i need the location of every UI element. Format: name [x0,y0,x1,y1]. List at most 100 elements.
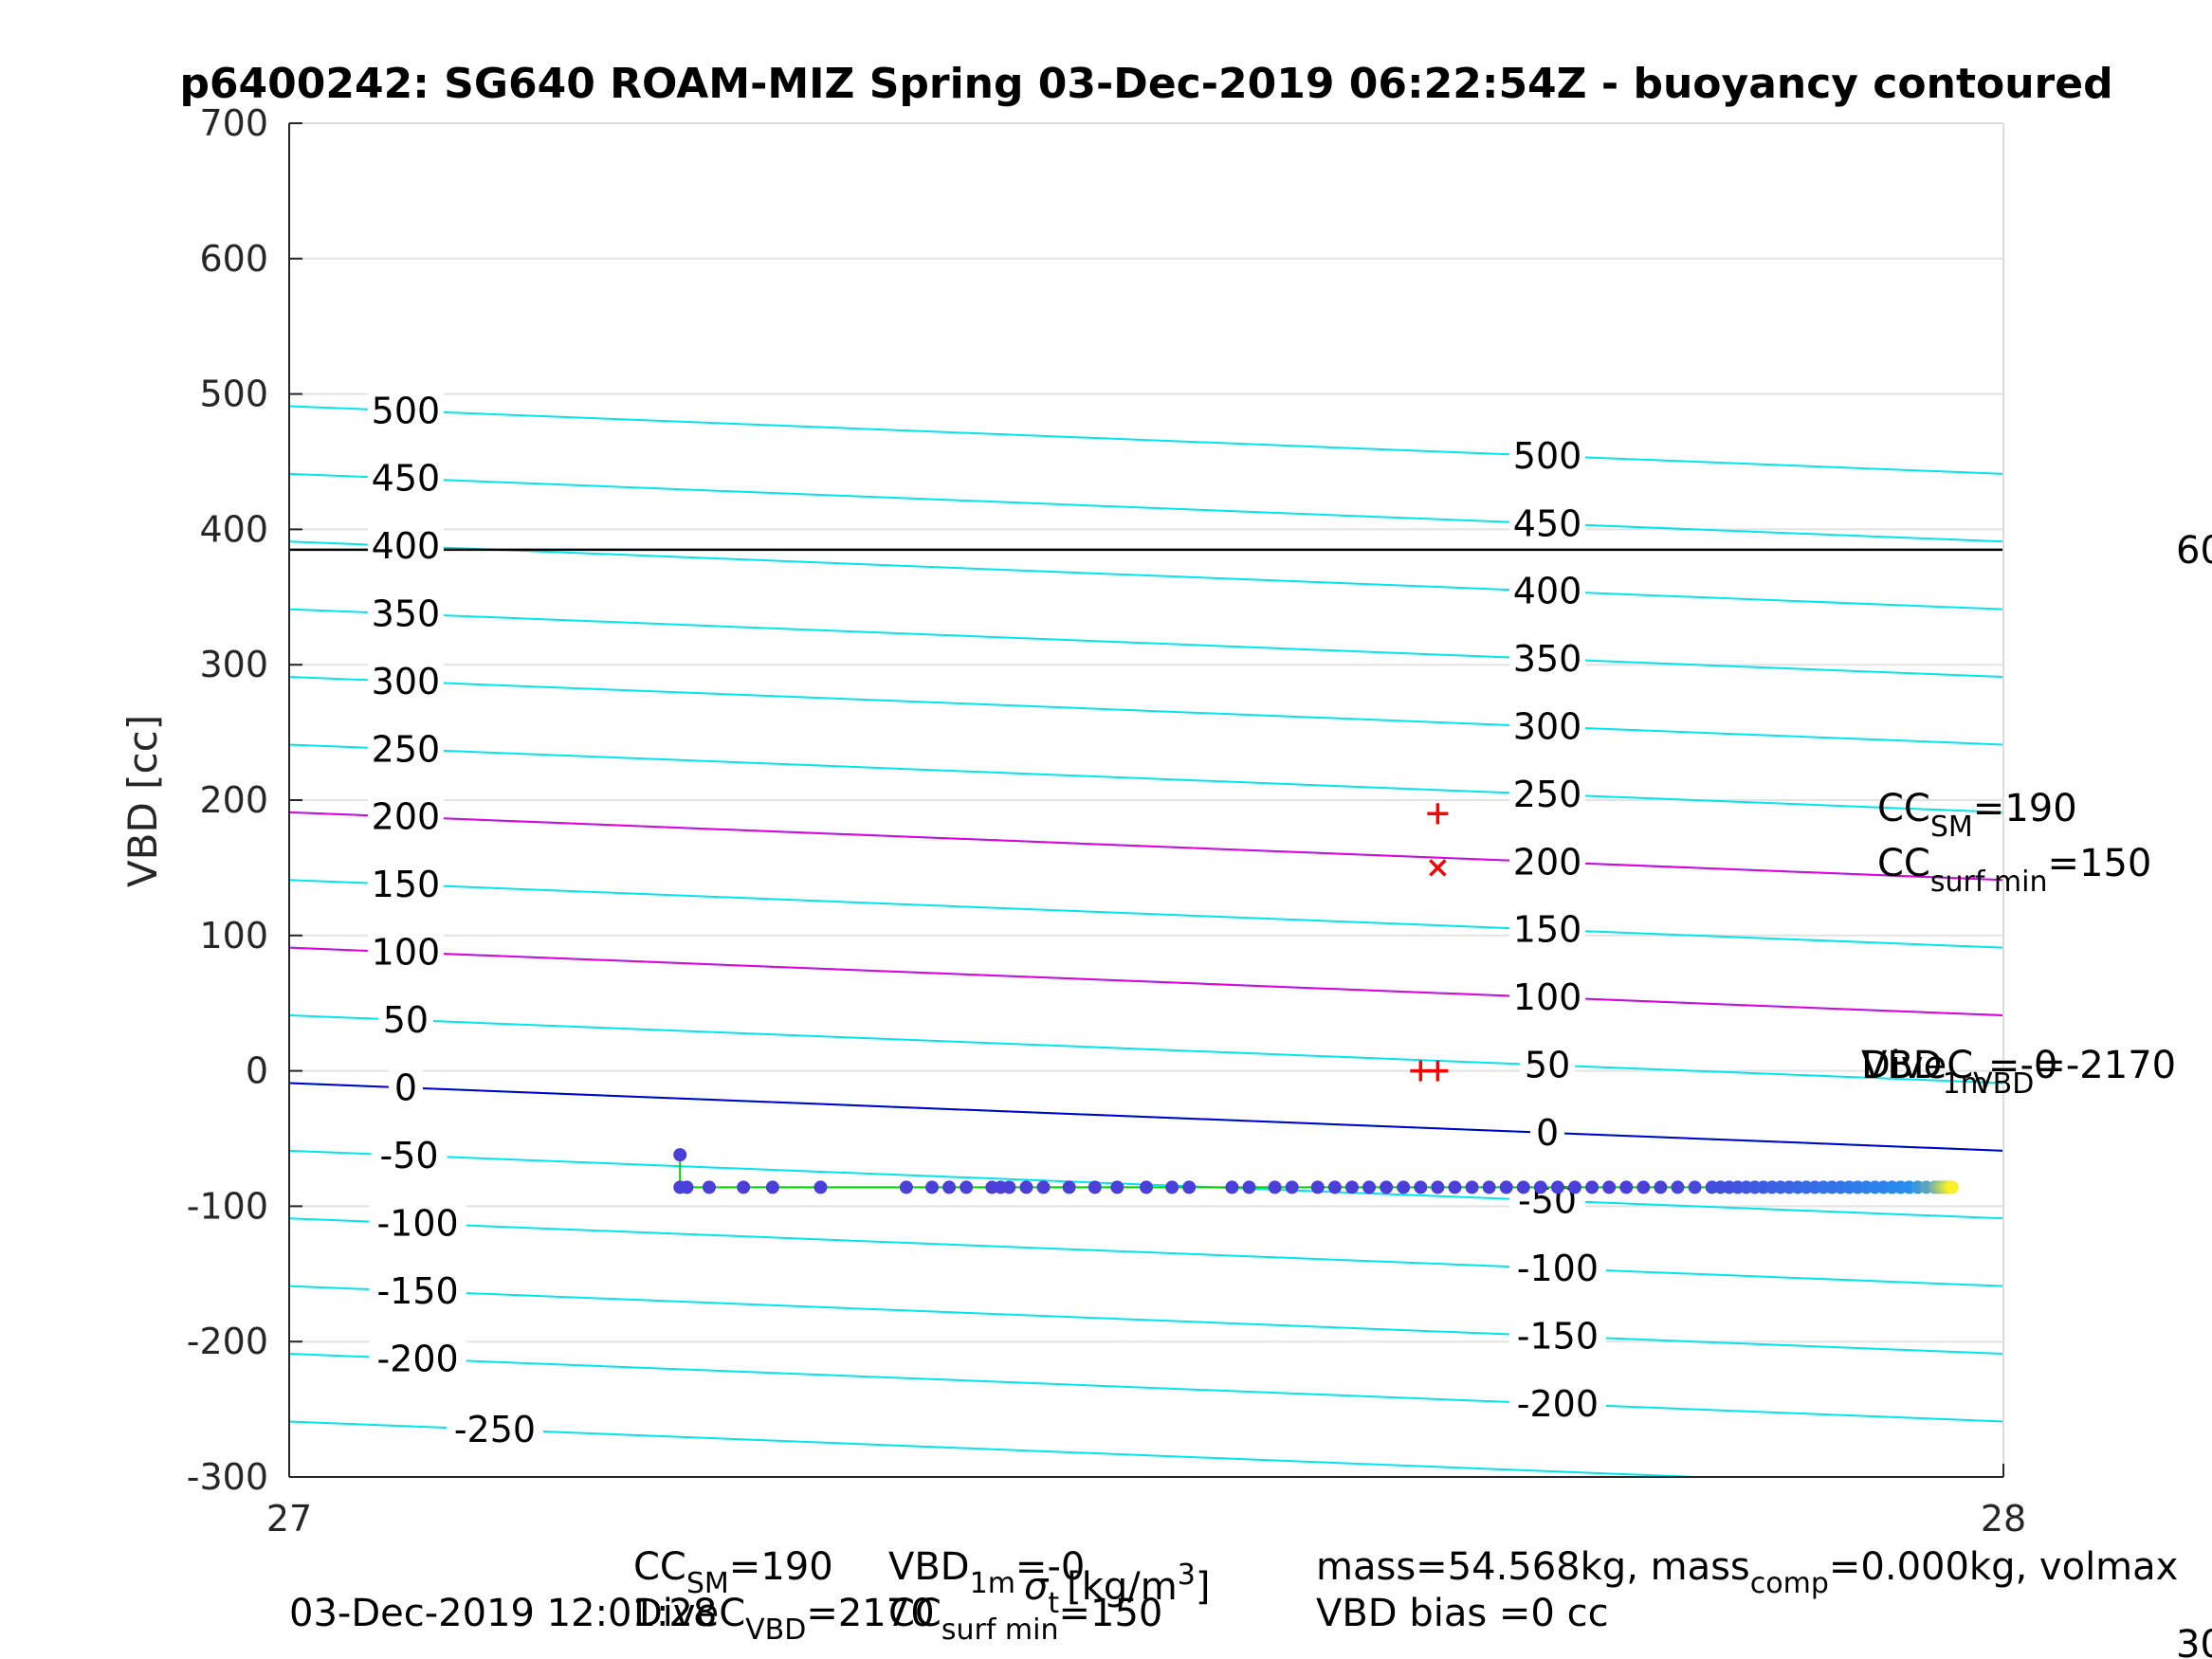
dive-point [680,1180,694,1194]
footer-cc-sm-value: =190 [729,1545,833,1589]
dive-point [1268,1180,1282,1194]
contour--100 [289,1217,2003,1287]
footer-cc-sm: CCSM=190 [633,1545,833,1600]
footer-divec-sub: VBD [745,1613,806,1647]
dive-point [1019,1180,1033,1194]
dive-point [1225,1180,1239,1194]
contour-350 [289,608,2003,679]
y-tick-label: 0 [246,1050,268,1092]
contour-label-right-bg [1509,705,1586,746]
grid [289,122,2003,1478]
dive-point [925,1180,939,1194]
cc-surf-value: =150 [2048,842,2152,885]
vbd-1m-base: VBD [1861,1044,1943,1087]
footer-vbd-1m: VBD1m=-0 [888,1545,1085,1600]
contour-400 [289,540,2003,611]
contour-label-left: 150 [372,864,441,905]
footer-mass-a: mass=54.568kg, mass [1316,1545,1750,1589]
contour-label-left-bg [367,660,444,701]
contour-label-left-bg [369,1270,466,1311]
contour-label-right-bg [1508,1315,1606,1356]
divec-value: =-2170 [2034,1044,2176,1087]
y-tick-label: 400 [199,508,268,550]
y-tick-label: 300 [199,644,268,685]
contour-label-right-bg [1530,1111,1565,1152]
contour-450 [289,472,2003,543]
x-tick-label: 27 [266,1498,312,1540]
contour-labels: 500450400350300250200150100500-50-100-15… [367,390,1606,1450]
footer-mass-sub: comp [1750,1567,1829,1600]
contour-label-left: 450 [372,458,441,500]
contour-label-right: 100 [1513,976,1582,1018]
contour-label-left: 350 [372,593,441,635]
dive-series [673,1148,1959,1194]
x-tick-label: 28 [1981,1498,2026,1540]
dive-point [1671,1180,1685,1194]
contour-label-left: -50 [380,1135,439,1176]
vbd-1m-annotation: VBD1m=-0 [1861,1044,2057,1101]
dive-point [1327,1180,1342,1194]
vbd-1m-sub: 1m [1943,1067,1988,1101]
contour-label-right: -200 [1517,1383,1599,1425]
cc-surf-annotation: CCsurf min=150 [1877,842,2151,899]
contour-label-left: 500 [372,390,441,431]
footer-divec-value: =2170 [806,1592,934,1635]
dive-point [1110,1180,1124,1194]
dive-point [765,1180,779,1194]
x-unit: [kg/m [1067,1565,1178,1609]
dive-point [1636,1180,1651,1194]
y-tick-label: 500 [199,374,268,415]
magenta-contour-200 [289,811,2003,882]
dive-point [1165,1180,1179,1194]
footer-cc-surf-base: CC [888,1592,941,1635]
contour-label-left: 200 [372,796,441,838]
contour-50 [289,1014,2003,1085]
contour-500 [289,405,2003,475]
contour-label-right: 0 [1536,1112,1559,1154]
chart-title: p6400242: SG640 ROAM-MIZ Spring 03-Dec-2… [179,60,2112,108]
footer-mass: mass=54.568kg, masscomp=0.000kg, volmax [1316,1545,2178,1600]
dive-point [1568,1180,1581,1194]
contour-label-right: 450 [1513,502,1582,544]
magenta-contour-100 [289,946,2003,1017]
contour-label-right: 500 [1513,435,1582,477]
dive-point [1062,1180,1076,1194]
dive-point [1945,1180,1959,1194]
dive-point [737,1180,751,1194]
contour-label-right: 250 [1513,774,1582,815]
footer-divec-base: DiveC [633,1592,745,1635]
contour-label-right-bg [1520,1044,1576,1085]
contour-300 [289,676,2003,746]
dive-point [1344,1180,1359,1194]
dive-point [673,1148,687,1162]
sigma-sub: t [1048,1587,1059,1620]
dive-point [1619,1180,1634,1194]
dive-point [1036,1180,1051,1194]
contour-label-left-bg [371,1134,448,1175]
footer-vbd-sub: 1m [970,1567,1015,1600]
x-tick-labels: 27 28 [266,1464,2026,1540]
dive-point [1431,1180,1445,1194]
footer-vbd-base: VBD [888,1545,970,1589]
contour-label-left-bg [367,728,444,769]
contour-label-right-bg [1509,502,1586,543]
contour-label-right-bg [1509,976,1586,1017]
footer-corner-label: 30 [2176,1623,2212,1659]
contour-150 [289,879,2003,949]
contour-label-left-bg [367,525,444,566]
right-cut-label: 60 [2176,529,2212,573]
contour-label-left-bg [367,390,444,430]
dive-point [1602,1180,1617,1194]
contour-label-left: 0 [394,1066,417,1108]
contour-label-right-bg [1509,638,1586,679]
contour-lines [289,405,2003,1477]
cc-sm-annotation: CCSM=190 [1877,787,2077,844]
dive-point [1002,1180,1016,1194]
cc-sm-value: =190 [1973,787,2077,830]
cc-surf-base: CC [1877,842,1930,885]
divec-sub: VBD [1973,1067,2034,1101]
footer-cc-surf-value: =150 [1059,1592,1163,1635]
dive-point [814,1180,828,1194]
contour-label-right-bg [1509,434,1586,475]
